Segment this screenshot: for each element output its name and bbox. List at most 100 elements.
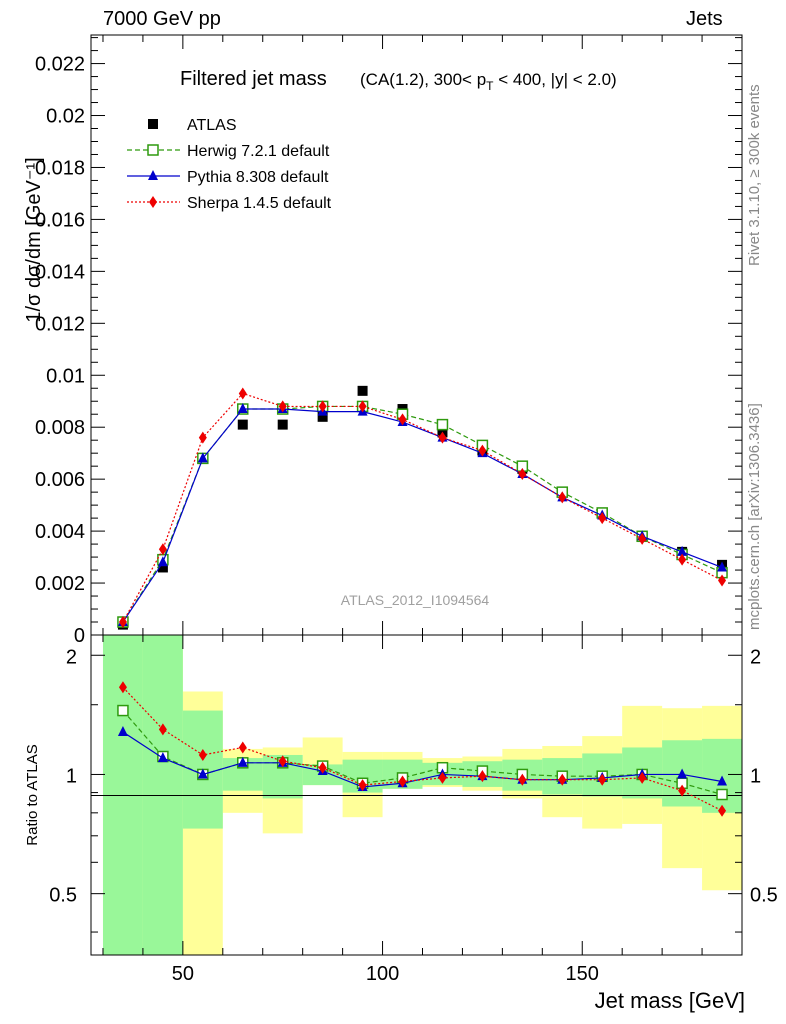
legend-label-atlas: ATLAS [187,117,237,134]
subtitle-sub: T [486,79,494,93]
main-y-tick-label: 0.014 [35,261,85,283]
ratio-point-pythia [237,756,248,767]
main-point-sherpa [478,444,487,457]
ratio-point-sherpa [518,773,527,786]
header-left: 7000 GeV pp [103,8,221,30]
watermark: ATLAS_2012_I1094564 [341,592,490,608]
header-right: Jets [686,8,723,30]
main-line-sherpa [122,392,723,623]
ratio-point-pythia [157,752,168,763]
ratio-point-pythia [677,768,688,779]
main-y-tick-label: 0.02 [46,106,85,128]
subtitle-post: < 400, |y| < 2.0) [494,70,617,89]
main-plot: 0 0.002 0.004 0.006 0.008 0.01 0.012 0.014 0.016… [23,34,743,647]
ratio-point-sherpa [558,773,567,786]
main-y-tick-label: 0.012 [35,313,85,335]
ratio-point-sherpa [278,755,287,768]
ratio-axes: 0.5 0.5 1 1 2 2 50 100 150 [49,635,778,985]
main-y-tick-label: 0.002 [35,573,85,595]
main-y-label: 1/σ dσ/dm [GeV⁻¹] [23,157,45,322]
x-tick-label: 50 [172,963,194,985]
ratio-point-herwig [716,788,728,801]
main-point-sherpa [278,400,287,413]
ratio-point-pythia [717,775,728,786]
ratio-point-sherpa [238,741,247,754]
legend-marker-herwig [147,144,159,156]
legend-label-pythia: Pythia 8.308 default [187,169,329,186]
main-point-atlas [277,419,288,430]
main-point-pythia [157,556,168,567]
main-line-pythia [122,408,723,623]
main-y-tick-label: 0.006 [35,469,85,491]
ratio-line-sherpa [122,686,723,812]
main-line-herwig [122,405,723,623]
main-point-sherpa [198,431,207,444]
x-tick-label: 100 [366,963,399,985]
ratio-point-sherpa [358,779,367,792]
ratio-point-sherpa [478,770,487,783]
legend-label-herwig: Herwig 7.2.1 default [187,143,330,160]
main-point-pythia [717,561,728,572]
main-point-sherpa [598,512,607,525]
main-point-atlas [317,411,328,422]
ratio-point-sherpa [678,784,687,797]
main-point-pythia [237,403,248,414]
main-y-tick-label: 0.004 [35,521,85,543]
ratio-y-tick-label-right: 1 [750,765,761,787]
main-point-sherpa [638,532,647,545]
ratio-point-pythia [117,726,128,737]
main-point-pythia [197,452,208,463]
ratio-y-tick-label: 1 [66,765,77,787]
main-y-tick-label: 0.018 [35,157,85,179]
main-point-sherpa [718,574,727,587]
ratio-line-herwig [122,710,723,796]
main-y-tick-label: 0 [74,625,85,647]
x-axis-label: Jet mass [GeV] [595,988,745,1013]
main-point-atlas [357,385,368,396]
main-point-sherpa [678,553,687,566]
main-point-atlas [237,419,248,430]
legend-marker-pythia [148,170,158,180]
main-title: Filtered jet mass [180,68,327,90]
main-point-sherpa [318,400,327,413]
legend-marker-sherpa [149,196,157,208]
main-point-sherpa [558,491,567,504]
ratio-point-sherpa [398,775,407,788]
main-point-sherpa [398,413,407,426]
main-point-herwig [436,418,449,431]
ratio-y-tick-label: 2 [66,646,77,668]
ratio-y-tick-label: 0.5 [49,885,77,907]
main-point-sherpa [438,431,447,444]
ratio-plot: 0.5 0.5 1 1 2 2 50 100 150 Ratio to ATLAS Jet ma… [24,634,778,1013]
ratio-point-pythia [197,768,208,779]
ratio-point-sherpa [438,771,447,784]
ratio-line-pythia [122,731,723,788]
ratio-point-herwig [117,704,129,717]
main-series [117,385,728,630]
main-y-tick-label: 0.008 [35,417,85,439]
ratio-point-sherpa [158,723,167,736]
main-point-sherpa [518,467,527,480]
ratio-point-sherpa [198,748,207,761]
ratio-y-tick-label-right: 0.5 [750,885,778,907]
main-y-axis: 0 0.002 0.004 0.006 0.008 0.01 0.012 0.014 0.016… [35,35,743,647]
main-y-tick-label: 0.022 [35,54,85,76]
subtitle-pre: (CA(1.2), 300< p [360,70,486,89]
ratio-point-sherpa [638,771,647,784]
main-y-tick-label: 0.01 [46,365,85,387]
ratio-y-label: Ratio to ATLAS [24,744,41,845]
ratio-point-sherpa [118,681,127,694]
main-point-sherpa [238,387,247,400]
ratio-plot-frame [90,634,743,956]
ratio-series [117,681,728,817]
main-point-sherpa [158,543,167,556]
main-point-pythia [677,545,688,556]
main-point-atlas [157,562,168,573]
legend-marker-atlas [148,119,158,129]
ratio-y-tick-label-right: 2 [750,646,761,668]
legend: ATLAS Herwig 7.2.1 default Pythia 8.308 de… [127,117,332,212]
ratio-point-sherpa [718,804,727,817]
x-tick-label: 150 [566,963,599,985]
